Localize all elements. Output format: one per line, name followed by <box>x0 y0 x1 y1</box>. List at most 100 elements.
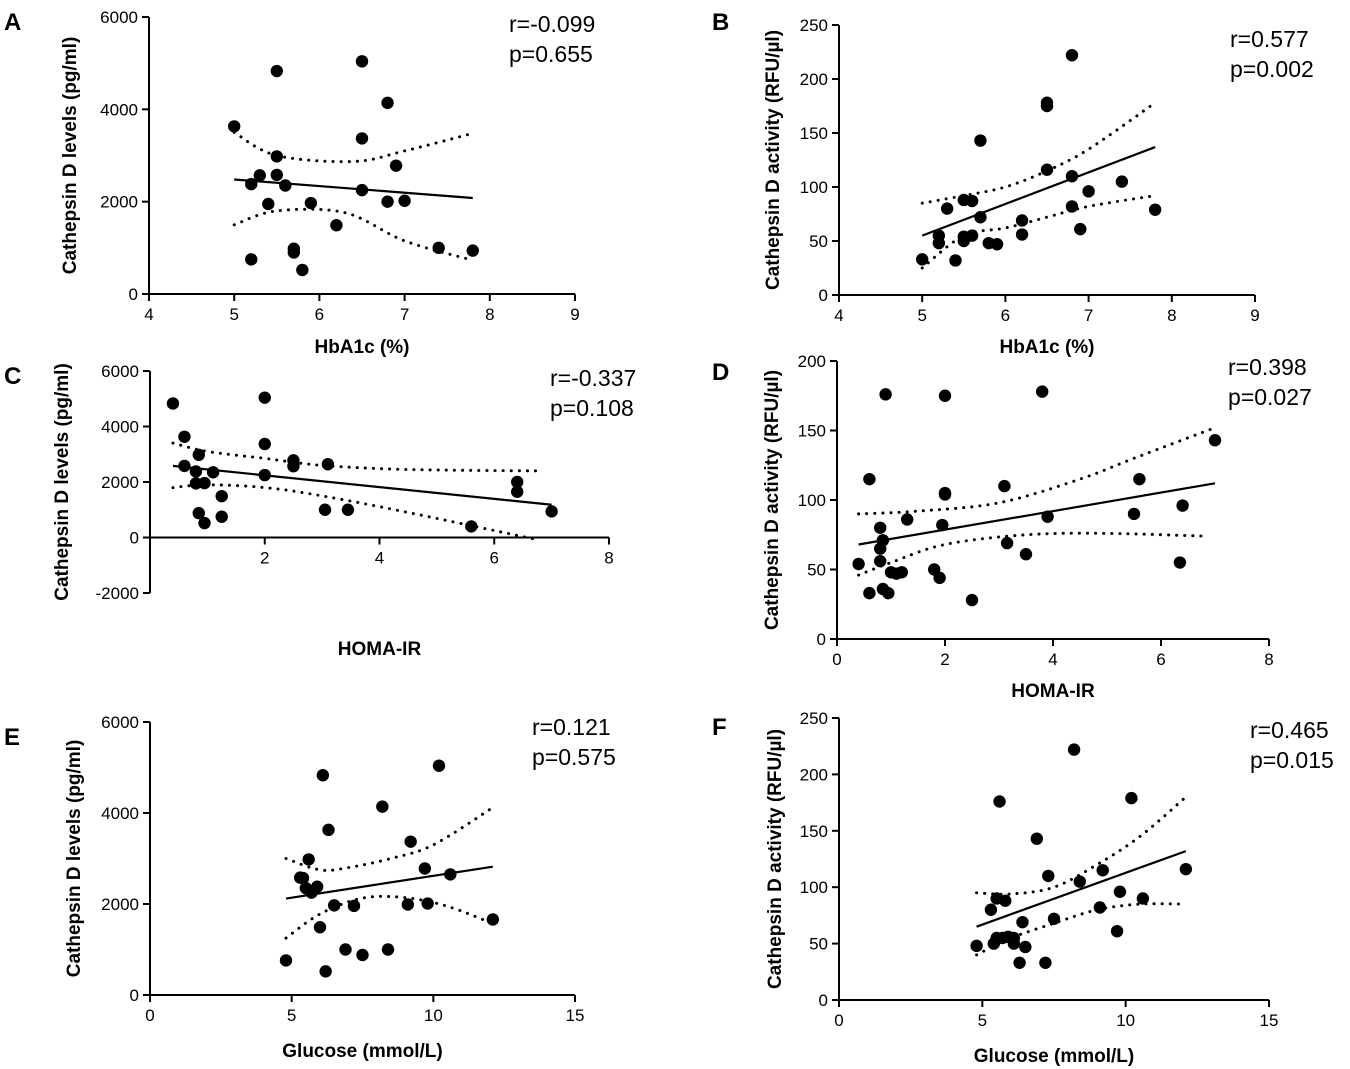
data-point <box>1015 214 1029 227</box>
panel-c: -2000 0 2000 4000 6000 2 4 6 8 HOMA-IR Cathepsin D… <box>4 362 636 660</box>
data-point <box>330 219 343 232</box>
data-point <box>1019 548 1033 561</box>
y-tick-label: 0 <box>130 986 139 1005</box>
data-point <box>965 229 979 242</box>
data-point <box>511 485 524 498</box>
data-point <box>270 64 283 78</box>
data-point <box>916 253 929 266</box>
data-point <box>970 939 983 953</box>
data-point <box>1176 499 1189 512</box>
data-point <box>1074 222 1087 236</box>
data-point <box>876 534 890 547</box>
ci-upper-band <box>920 101 1157 205</box>
x-tick-label: 10 <box>424 1006 443 1025</box>
data-point <box>432 759 446 772</box>
data-point <box>189 465 203 478</box>
data-point <box>1030 832 1044 845</box>
p-value: p=0.027 <box>1228 384 1312 410</box>
data-point <box>302 853 315 866</box>
y-tick-label: 6000 <box>100 8 138 27</box>
y-tick-label: 50 <box>807 561 826 580</box>
correlation-r: r=-0.337 <box>550 365 636 391</box>
x-tick-label: 0 <box>832 650 841 669</box>
x-axis-title: Glucose (mmol/L) <box>282 1041 442 1062</box>
data-point <box>258 468 271 482</box>
data-point <box>1007 931 1021 945</box>
x-tick-label: 8 <box>1167 306 1176 325</box>
data-point <box>401 898 415 911</box>
data-point <box>879 388 892 401</box>
panel-letter: B <box>712 9 729 36</box>
data-point <box>215 489 228 503</box>
data-point <box>318 503 332 516</box>
x-tick-label: 4 <box>375 549 384 568</box>
y-axis-title: Cathepsin D activity (RFU/µl) <box>762 370 783 630</box>
y-tick-label: 2000 <box>100 193 138 212</box>
y-axis-title: Cathepsin D activity (RFU/µl) <box>763 30 784 290</box>
data-point <box>262 197 275 211</box>
panel-letter: A <box>4 9 21 36</box>
data-point <box>1073 875 1087 888</box>
y-tick-label: 0 <box>129 285 138 304</box>
data-point <box>1096 864 1109 877</box>
data-point <box>347 899 361 913</box>
data-point <box>993 795 1006 808</box>
y-tick-label: -2000 <box>96 584 139 603</box>
data-point <box>316 769 330 782</box>
regression-line <box>234 178 473 200</box>
data-point <box>321 458 335 471</box>
ci-upper-band <box>171 441 542 473</box>
y-tick-label: 2000 <box>101 473 139 492</box>
regression-line <box>976 850 1187 928</box>
x-tick-label: 9 <box>1250 306 1259 325</box>
data-point <box>327 899 341 912</box>
x-tick-label: 9 <box>570 305 579 324</box>
data-point <box>1040 99 1054 113</box>
x-tick-label: 6 <box>1001 306 1010 325</box>
data-point <box>974 134 987 147</box>
data-point <box>940 202 954 215</box>
panel-letter: F <box>712 714 727 741</box>
data-point <box>1208 434 1222 447</box>
data-point <box>356 948 369 962</box>
ci-upper-band <box>284 806 495 872</box>
data-point <box>245 253 258 266</box>
x-tick-label: 2 <box>940 650 949 669</box>
data-point <box>1065 200 1079 213</box>
data-point <box>1041 510 1054 523</box>
data-point <box>990 238 1004 251</box>
p-value: p=0.575 <box>532 744 616 770</box>
data-point <box>389 159 403 172</box>
data-point <box>1179 862 1193 876</box>
data-point <box>1173 556 1187 569</box>
data-point <box>984 903 998 916</box>
data-point <box>465 520 478 533</box>
data-point <box>1019 940 1032 954</box>
data-point <box>444 868 457 881</box>
data-point <box>874 554 887 568</box>
data-point <box>895 566 908 579</box>
y-tick-label: 100 <box>800 178 828 197</box>
data-point <box>545 505 558 518</box>
y-tick-label: 2000 <box>101 895 139 914</box>
y-tick-label: 0 <box>819 286 828 305</box>
x-tick-label: 15 <box>566 1006 585 1025</box>
data-point <box>355 183 369 197</box>
data-point <box>421 897 434 910</box>
data-point <box>1067 743 1081 756</box>
data-point <box>1013 956 1026 969</box>
x-tick-label: 6 <box>315 305 324 324</box>
data-point <box>1065 170 1079 183</box>
data-point <box>279 954 293 967</box>
data-point <box>166 397 180 410</box>
data-point <box>355 55 369 68</box>
data-point <box>381 195 394 208</box>
data-point <box>936 518 949 532</box>
data-point <box>245 177 258 191</box>
correlation-r: r=0.398 <box>1228 354 1307 380</box>
y-tick-label: 6000 <box>101 713 139 732</box>
ci-lower-band <box>975 902 1188 957</box>
panel-letter: C <box>4 363 21 390</box>
data-point <box>376 800 389 813</box>
data-point <box>1127 507 1141 521</box>
